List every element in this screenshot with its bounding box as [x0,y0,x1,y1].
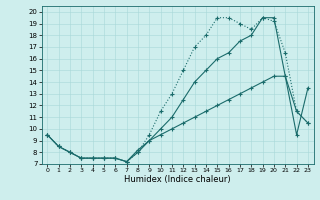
X-axis label: Humidex (Indice chaleur): Humidex (Indice chaleur) [124,175,231,184]
